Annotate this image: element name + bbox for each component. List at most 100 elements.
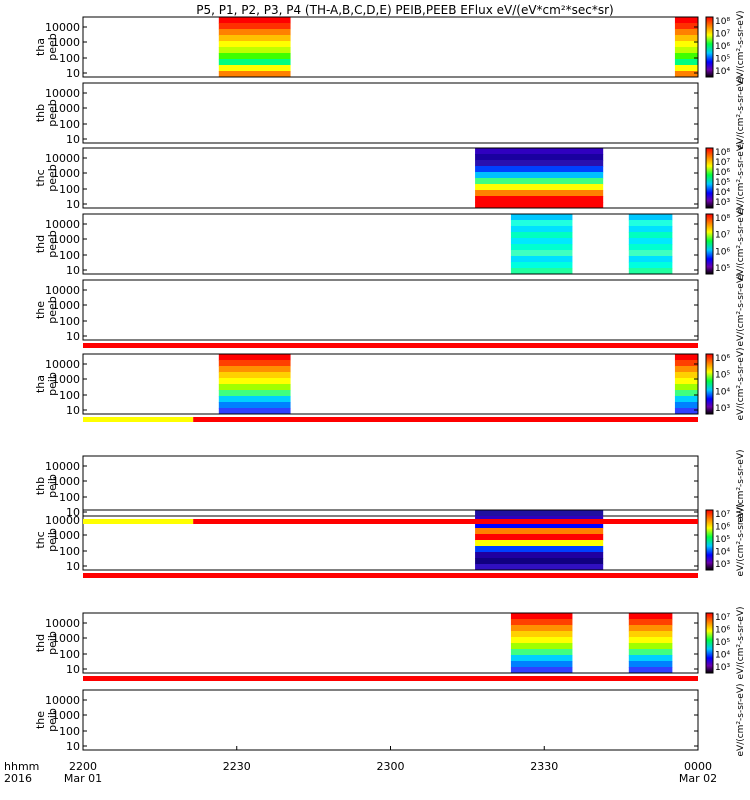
colorbar-tick-label: 10⁷ bbox=[715, 231, 730, 241]
panel-thb-peib: 10000 1000 100 10 thb peib eV/(cm²-s-sr-eV) bbox=[34, 449, 746, 522]
panel-probe-label: thd bbox=[34, 634, 47, 652]
spectrogram-block bbox=[628, 214, 673, 275]
colorbar bbox=[705, 147, 714, 209]
spectrogram-band bbox=[218, 396, 291, 403]
spectrogram-band bbox=[218, 372, 291, 379]
colorbar-unit-label: eV/(cm²-s-sr-eV) bbox=[736, 683, 746, 756]
spectrogram-band bbox=[218, 17, 291, 24]
panel-product-label: peib bbox=[46, 631, 59, 655]
y-tick-label: 10 bbox=[66, 133, 80, 146]
spectrogram-band bbox=[475, 510, 604, 517]
spectrogram-band bbox=[475, 528, 604, 535]
y-tick-label: 1000 bbox=[52, 373, 80, 386]
colorbar-tick-label: 10⁶ bbox=[715, 42, 730, 52]
status-bar bbox=[83, 676, 698, 681]
spectrogram-band bbox=[475, 184, 604, 191]
colorbar-unit-label: eV/(cm²-s-sr-eV) bbox=[736, 347, 746, 420]
spectrogram-band bbox=[510, 661, 573, 668]
panel-frame bbox=[82, 509, 699, 571]
spectrogram-block bbox=[674, 17, 698, 78]
spectrogram-band bbox=[628, 244, 673, 251]
spectrogram-block bbox=[218, 354, 291, 415]
y-tick-label: 1000 bbox=[52, 233, 80, 246]
colorbar-tick-label: 10⁴ bbox=[715, 548, 730, 558]
panel-thc-peib: 10000 1000 100 10 thc peib 10⁷ 10⁶ 10⁵ 10⁴ 10³ eV/(… bbox=[34, 503, 746, 576]
x-axis-label: hhmm bbox=[4, 760, 39, 773]
y-tick-label: 100 bbox=[59, 315, 80, 328]
y-tick-label: 100 bbox=[59, 183, 80, 196]
colorbar-unit-label: eV/(cm²-s-sr-eV) bbox=[736, 606, 746, 679]
y-tick-label: 10000 bbox=[45, 514, 80, 527]
spectrogram-band bbox=[510, 649, 573, 656]
spectrogram-band bbox=[628, 649, 673, 656]
colorbar-tick-label: 10³ bbox=[715, 198, 730, 208]
y-tick-label: 10 bbox=[66, 67, 80, 80]
spectrogram-band bbox=[628, 637, 673, 644]
y-tick-label: 1000 bbox=[52, 709, 80, 722]
y-tick-label: 1000 bbox=[52, 475, 80, 488]
status-segment bbox=[83, 573, 698, 578]
spectrogram-band bbox=[218, 384, 291, 391]
spectrogram-band bbox=[628, 256, 673, 263]
colorbar-tick-label: 10⁸ bbox=[715, 214, 730, 224]
y-tick-label: 10 bbox=[66, 506, 80, 519]
panel-tha-peeb: 10000 1000 100 10 tha peeb 10⁸ 10⁷ 10⁶ 10⁵ 10⁴ eV/(… bbox=[34, 10, 746, 83]
status-bar bbox=[83, 519, 698, 524]
y-tick-label: 100 bbox=[59, 491, 80, 504]
spectrogram-band bbox=[674, 384, 698, 391]
colorbar bbox=[705, 509, 714, 571]
spectrogram-band bbox=[218, 23, 291, 30]
spectrogram-band bbox=[674, 17, 698, 24]
spectrogram-band bbox=[674, 354, 698, 361]
y-tick-label: 1000 bbox=[52, 36, 80, 49]
spectrogram-band bbox=[674, 396, 698, 403]
panel-product-label: peib bbox=[46, 474, 59, 498]
spectrogram-band bbox=[510, 643, 573, 650]
panel-product-label: peib bbox=[46, 372, 59, 396]
spectrogram-band bbox=[674, 29, 698, 36]
panel-frame bbox=[82, 279, 699, 341]
spectrogram-block bbox=[628, 613, 673, 674]
spectrogram-band bbox=[475, 190, 604, 197]
spectrogram-band bbox=[475, 178, 604, 185]
spectrogram-band bbox=[475, 522, 604, 529]
y-tick-label: 10000 bbox=[45, 694, 80, 707]
panel-product-label: peib bbox=[46, 708, 59, 732]
colorbar-tick-label: 10⁷ bbox=[715, 30, 730, 40]
y-tick-label: 10000 bbox=[45, 358, 80, 371]
spectrogram-band bbox=[475, 546, 604, 553]
x-tick-label: 2230 bbox=[223, 760, 251, 773]
spectrogram-band bbox=[510, 226, 573, 233]
spectrogram-band bbox=[510, 250, 573, 257]
spectrogram-band bbox=[510, 625, 573, 632]
spectrogram-band bbox=[628, 661, 673, 668]
spectrogram-band bbox=[475, 202, 604, 209]
y-tick-label: 10 bbox=[66, 740, 80, 753]
spectrogram-band bbox=[475, 154, 604, 161]
panel-probe-label: thd bbox=[34, 235, 47, 253]
spectrogram-band bbox=[628, 268, 673, 275]
spectrogram-band bbox=[628, 262, 673, 269]
y-tick-label: 100 bbox=[59, 118, 80, 131]
spectrogram-band bbox=[628, 214, 673, 221]
colorbar-tick-label: 10⁶ bbox=[715, 354, 730, 364]
spectrogram-band bbox=[510, 631, 573, 638]
spectrogram-band bbox=[218, 53, 291, 60]
spectrogram-block bbox=[218, 17, 291, 78]
panel-tha-peib: 10000 1000 100 10 tha peib 10⁶ 10⁵ 10⁴ 10³ eV/(cm²… bbox=[34, 347, 746, 420]
colorbar-tick-label: 10³ bbox=[715, 560, 730, 570]
panel-probe-label: tha bbox=[34, 375, 47, 393]
spectrogram-band bbox=[510, 667, 573, 674]
spectrogram-band bbox=[628, 613, 673, 620]
panel-frame bbox=[82, 213, 699, 275]
spectrogram-band bbox=[510, 262, 573, 269]
status-segment bbox=[193, 519, 698, 524]
y-tick-label: 100 bbox=[59, 249, 80, 262]
panel-frame bbox=[82, 16, 699, 78]
spectrogram-band bbox=[218, 390, 291, 397]
colorbar-tick-label: 10⁷ bbox=[715, 158, 730, 168]
panel-frame bbox=[82, 147, 699, 209]
panel-frame bbox=[82, 455, 699, 517]
x-tick-label: 2330 bbox=[530, 760, 558, 773]
colorbar bbox=[705, 16, 714, 78]
